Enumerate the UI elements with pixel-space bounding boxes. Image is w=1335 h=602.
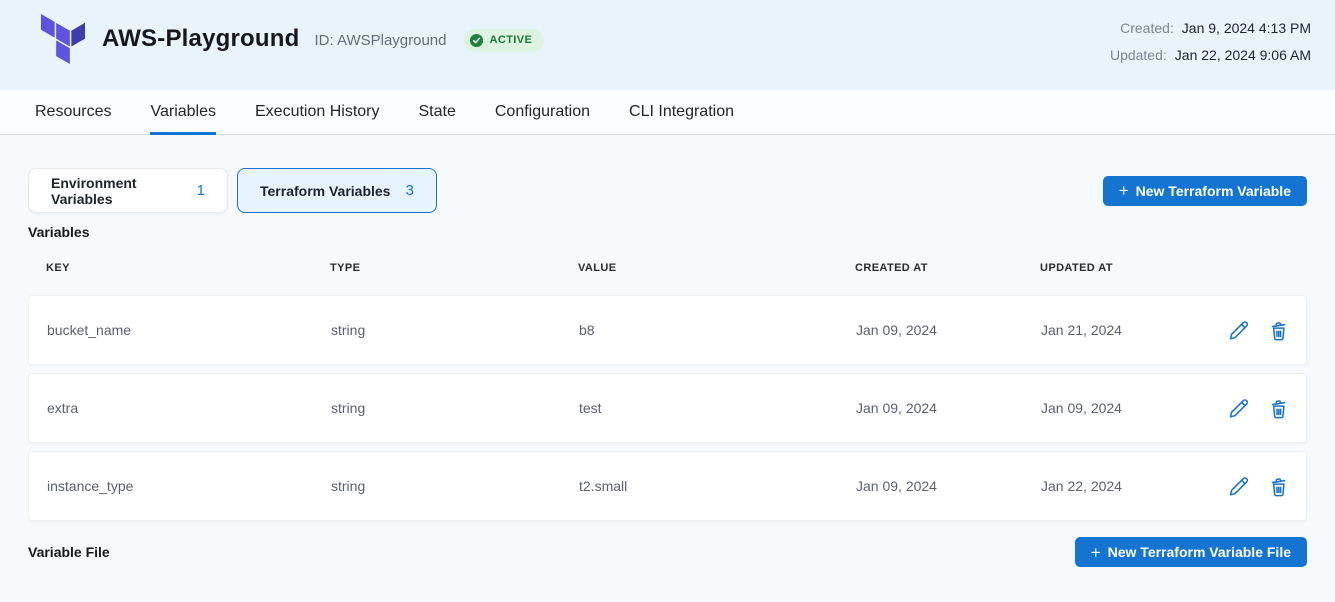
variable-key: instance_type bbox=[47, 478, 134, 494]
edit-pencil-icon bbox=[1229, 398, 1249, 418]
tab-variables[interactable]: Variables bbox=[150, 90, 216, 135]
row-actions bbox=[1198, 475, 1290, 498]
edit-pencil-icon bbox=[1229, 320, 1249, 340]
variable-value: t2.small bbox=[579, 478, 628, 494]
row-actions bbox=[1198, 319, 1290, 342]
check-circle-icon bbox=[469, 33, 483, 47]
variable-created-at: Jan 09, 2024 bbox=[856, 478, 937, 494]
delete-variable-button[interactable] bbox=[1267, 475, 1290, 498]
subtab-count: 3 bbox=[405, 182, 414, 199]
tab-configuration[interactable]: Configuration bbox=[494, 103, 591, 120]
tab-resources[interactable]: Resources bbox=[35, 103, 112, 120]
created-label: Created: bbox=[1120, 19, 1174, 36]
variable-file-section: Variable File + New Terraform Variable F… bbox=[28, 537, 1307, 567]
table-row: instance_type string t2.small Jan 09, 20… bbox=[28, 451, 1307, 521]
tab-execution-history[interactable]: Execution History bbox=[255, 103, 380, 120]
variable-type: string bbox=[331, 478, 366, 494]
column-header-value: VALUE bbox=[578, 261, 617, 274]
edit-variable-button[interactable] bbox=[1227, 397, 1250, 420]
created-value: Jan 9, 2024 4:13 PM bbox=[1181, 19, 1311, 36]
environment-timestamps: Created: Jan 9, 2024 4:13 PM Updated: Ja… bbox=[1110, 10, 1311, 68]
variable-updated-at: Jan 21, 2024 bbox=[1041, 322, 1122, 338]
variable-file-heading: Variable File bbox=[28, 544, 110, 560]
updated-label: Updated: bbox=[1109, 46, 1167, 63]
variables-section-heading: Variables bbox=[28, 224, 90, 240]
active-tab-underline bbox=[150, 132, 216, 135]
environment-id: ID: AWSPlayground bbox=[314, 32, 447, 49]
page-title: AWS-Playground bbox=[102, 25, 300, 52]
delete-trash-icon bbox=[1271, 321, 1286, 340]
variable-updated-at: Jan 09, 2024 bbox=[1041, 400, 1122, 416]
table-row: bucket_name string b8 Jan 09, 2024 Jan 2… bbox=[28, 295, 1307, 365]
variable-created-at: Jan 09, 2024 bbox=[856, 322, 937, 338]
variable-key: extra bbox=[47, 400, 79, 416]
row-actions bbox=[1198, 397, 1290, 420]
created-timestamp: Created: Jan 9, 2024 4:13 PM bbox=[1110, 14, 1311, 41]
variable-type-switcher: Environment Variables 1 Terraform Variab… bbox=[28, 168, 1307, 213]
subtab-environment-variables[interactable]: Environment Variables 1 bbox=[28, 168, 228, 213]
column-header-created-at: CREATED AT bbox=[855, 261, 928, 274]
status-text: ACTIVE bbox=[489, 34, 533, 46]
main-tab-bar: Resources Variables Execution History St… bbox=[0, 90, 1335, 135]
edit-variable-button[interactable] bbox=[1227, 319, 1250, 342]
subtab-count: 1 bbox=[196, 182, 205, 199]
edit-pencil-icon bbox=[1229, 476, 1249, 496]
variable-type: string bbox=[331, 400, 366, 416]
tab-state[interactable]: State bbox=[418, 103, 456, 120]
delete-variable-button[interactable] bbox=[1267, 319, 1290, 342]
subtab-label: Environment Variables bbox=[51, 174, 137, 207]
updated-timestamp: Updated: Jan 22, 2024 9:06 AM bbox=[1110, 41, 1311, 68]
environment-identity: AWS-Playground ID: AWSPlayground ACTIVE bbox=[38, 10, 545, 68]
variables-page: Environment Variables 1 Terraform Variab… bbox=[0, 168, 1335, 567]
table-row: extra string test Jan 09, 2024 Jan 09, 2… bbox=[28, 373, 1307, 443]
variable-value: b8 bbox=[579, 322, 595, 338]
variables-table-header: KEY TYPE VALUE CREATED AT UPDATED AT bbox=[28, 240, 1307, 295]
subtab-label: Terraform Variables bbox=[260, 182, 391, 199]
status-badge: ACTIVE bbox=[463, 28, 545, 52]
delete-trash-icon bbox=[1271, 477, 1286, 496]
terraform-logo-icon bbox=[41, 14, 85, 64]
tab-cli-integration[interactable]: CLI Integration bbox=[629, 103, 734, 120]
environment-header: AWS-Playground ID: AWSPlayground ACTIVE … bbox=[0, 0, 1335, 90]
updated-value: Jan 22, 2024 9:06 AM bbox=[1174, 46, 1311, 63]
variable-value: test bbox=[579, 400, 602, 416]
column-header-key: KEY bbox=[46, 261, 70, 274]
column-header-type: TYPE bbox=[330, 261, 361, 274]
variable-key: bucket_name bbox=[47, 322, 132, 338]
plus-icon: + bbox=[1090, 542, 1101, 562]
edit-variable-button[interactable] bbox=[1227, 475, 1250, 498]
column-header-updated-at: UPDATED AT bbox=[1040, 261, 1113, 274]
variable-type: string bbox=[331, 322, 366, 338]
variable-created-at: Jan 09, 2024 bbox=[856, 400, 937, 416]
variable-updated-at: Jan 22, 2024 bbox=[1041, 478, 1122, 494]
delete-trash-icon bbox=[1271, 399, 1286, 418]
subtab-terraform-variables[interactable]: Terraform Variables 3 bbox=[237, 168, 437, 213]
delete-variable-button[interactable] bbox=[1267, 397, 1290, 420]
plus-icon: + bbox=[1118, 181, 1129, 200]
new-terraform-variable-button[interactable]: + New Terraform Variable bbox=[1102, 175, 1307, 206]
new-terraform-variable-file-button[interactable]: + New Terraform Variable File bbox=[1074, 537, 1307, 567]
